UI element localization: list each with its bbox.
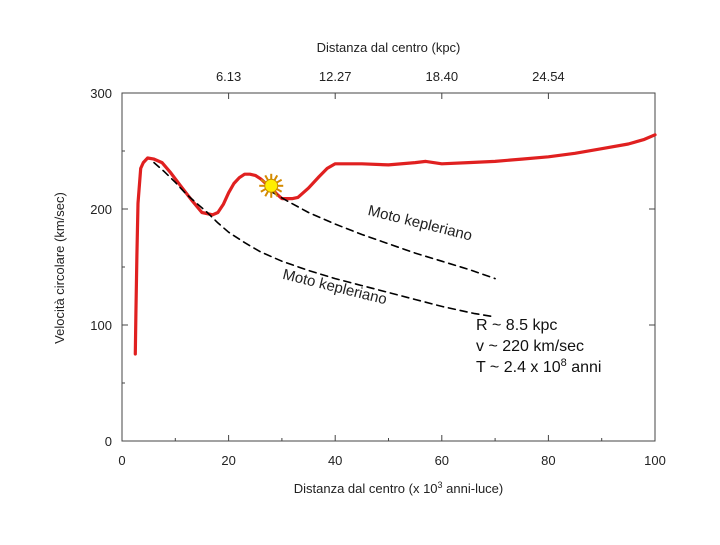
info-line-1: v ~ 220 km/sec [476,338,584,355]
sun-icon [259,173,284,198]
sun-ray [275,187,283,193]
sun-ray [273,190,279,197]
x-tick-label: 100 [644,453,666,468]
keplerian-dashed-line-2 [270,190,496,280]
sun-ray [264,190,270,197]
rotation-curve-line [133,133,657,356]
x-tick-label: 80 [541,453,555,468]
x2-tick-label: 6.13 [216,69,241,84]
series-layer [133,133,657,356]
y-tick-label: 100 [90,318,112,333]
x-axis-title: Distanza dal centro (x 103 anni-luce) [294,480,504,496]
y-tick-label: 200 [90,202,112,217]
x-tick-label: 0 [118,453,125,468]
x2-tick-label: 12.27 [319,69,352,84]
x-tick-label: 40 [328,453,342,468]
sun-ray [275,178,283,184]
text-layer: 0 20 40 60 80 100 0 100 200 300 6.13 12.27 18.40 24.5… [52,40,666,496]
plot-frame-layer [121,92,656,442]
y-tick-label: 300 [90,86,112,101]
annotation-moto-kepleriano-1: Moto kepleriano [281,266,389,308]
x-tick-label: 60 [435,453,449,468]
x2-axis-title: Distanza dal centro (kpc) [317,40,461,55]
y-axis-title: Velocità circolare (km/sec) [52,192,67,344]
x-tick-label: 20 [221,453,235,468]
info-line-2: T ~ 2.4 x 108 anni [476,357,601,376]
annotation-moto-kepleriano-0: Moto kepleriano [366,202,474,244]
sun-disc [264,178,279,193]
info-line-0: R ~ 8.5 kpc [476,317,557,334]
sun-ray [273,174,279,182]
x2-tick-label: 18.40 [426,69,459,84]
marker-layer [259,173,284,198]
x2-tick-label: 24.54 [532,69,565,84]
sun-ray [264,174,270,182]
keplerian-dashed-line-1 [153,161,496,318]
plot-frame [121,92,656,442]
y-tick-label: 0 [105,434,112,449]
